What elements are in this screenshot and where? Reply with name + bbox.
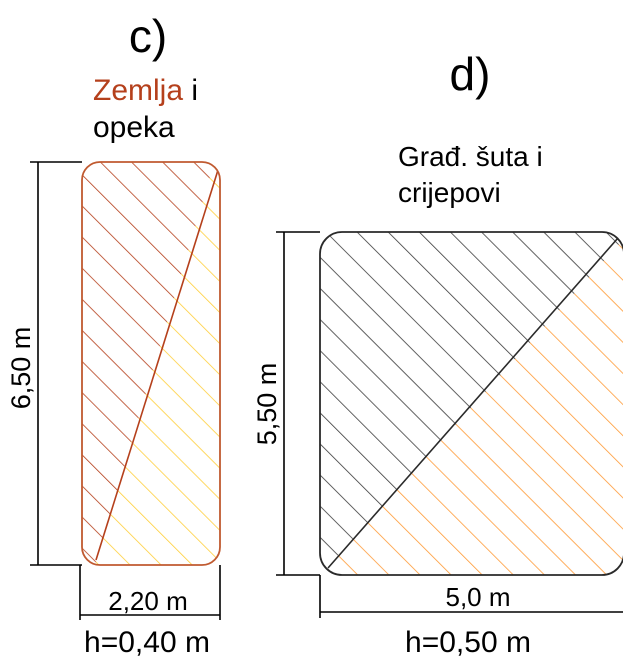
pile-c <box>82 162 220 565</box>
depth-label-c: h=0,40 m <box>84 626 210 659</box>
pile-c-outline <box>81 161 221 566</box>
region-suta <box>320 232 623 575</box>
pile-d <box>320 232 623 575</box>
region-opeka <box>92 162 220 565</box>
panel-d: d) Građ. šuta i crijepovi 5,50 m 5,0 m h… <box>252 48 623 659</box>
height-label-d: 5,50 m <box>252 363 282 446</box>
legend-suta: Građ. šuta i <box>398 141 543 172</box>
width-label-d: 5,0 m <box>445 582 510 612</box>
pile-d-outline <box>319 231 623 576</box>
region-crijepovi <box>320 232 623 575</box>
split-line-d <box>327 237 619 569</box>
height-label-c: 6,50 m <box>6 327 36 410</box>
depth-label-d: h=0,50 m <box>405 626 531 659</box>
legend-opeka: opeka <box>93 111 175 144</box>
height-dimension-d <box>276 231 320 576</box>
height-dimension-c <box>30 161 82 566</box>
panel-c-label: c) <box>129 10 167 62</box>
width-dimension-c <box>79 565 221 620</box>
width-dimension-d <box>319 575 623 618</box>
panel-c: c) Zemlja i opeka 6,50 m 2,20 m h=0,40 m <box>6 10 221 659</box>
panel-d-label: d) <box>450 48 491 100</box>
legend-crijepovi: crijepovi <box>398 177 501 208</box>
legend-connector: i <box>183 74 198 107</box>
legend-zemlja: Zemlja <box>93 74 183 107</box>
split-line-c <box>95 169 219 561</box>
panel-c-legend-line1: Zemlja i <box>93 74 198 107</box>
region-zemlja <box>82 162 218 565</box>
width-label-c: 2,20 m <box>108 586 188 616</box>
